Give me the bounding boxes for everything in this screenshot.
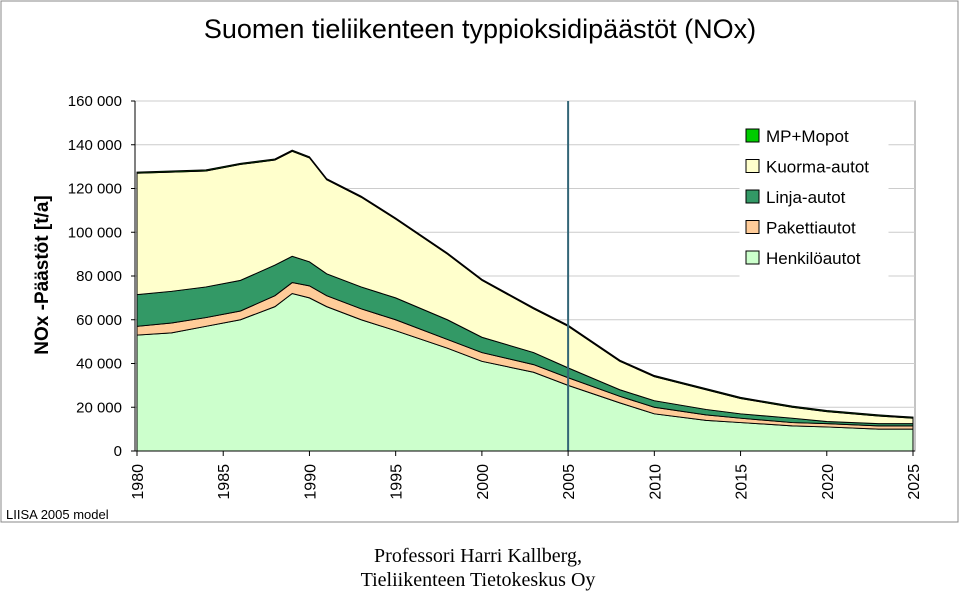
y-tick-label: 40 000: [76, 356, 122, 373]
area: [136, 149, 914, 419]
legend-swatch: [745, 189, 760, 204]
x-tick-label: 1985: [216, 464, 233, 500]
y-tick-label: 100 000: [68, 224, 122, 241]
x-tick-label: 1990: [302, 464, 319, 500]
y-tick-label: 140 000: [68, 137, 122, 154]
y-axis-label: NOx -Päästöt [t/a]: [32, 195, 53, 354]
legend-label: Kuorma-autot: [766, 158, 869, 177]
x-tick-label: 2015: [734, 464, 751, 500]
x-tick-label: 2005: [561, 464, 578, 500]
legend-label: Henkilöautot: [766, 249, 861, 268]
model-note: LIISA 2005 model: [6, 507, 109, 522]
legend: MP+Mopot Kuorma-autot Linja-autot Pakettiau…: [739, 123, 889, 283]
y-tick-label: 160 000: [68, 93, 122, 110]
y-tick-label: 80 000: [76, 268, 122, 285]
legend-label: MP+Mopot: [766, 127, 849, 146]
credit: Tieliikenteen Tietokeskus Oy: [361, 569, 596, 591]
legend-swatch: [745, 220, 760, 234]
y-tick-label: 20 000: [76, 399, 122, 416]
x-tick-label: 2010: [647, 464, 664, 500]
y-tick-label: 120 000: [68, 181, 122, 198]
x-tick-label: 1980: [130, 464, 147, 500]
x-tick-label: 1995: [389, 464, 406, 500]
legend-swatch: [745, 128, 760, 143]
legend-swatch: [745, 250, 760, 265]
legend-label: Pakettiautot: [766, 219, 856, 238]
legend-swatch: [745, 159, 760, 173]
credit: Professori Harri Kallberg,: [374, 545, 582, 567]
legend-box: [739, 123, 889, 283]
x-tick-label: 2000: [475, 464, 492, 500]
y-tick-label: 0: [114, 443, 122, 460]
y-tick-label: 60 000: [76, 312, 122, 329]
chart-title: Suomen tieliikenteen typpioksidipäästöt …: [204, 14, 756, 44]
x-tick-label: 2020: [820, 464, 837, 500]
legend-label: Linja-autot: [766, 188, 846, 207]
x-tick-label: 2025: [906, 464, 923, 500]
